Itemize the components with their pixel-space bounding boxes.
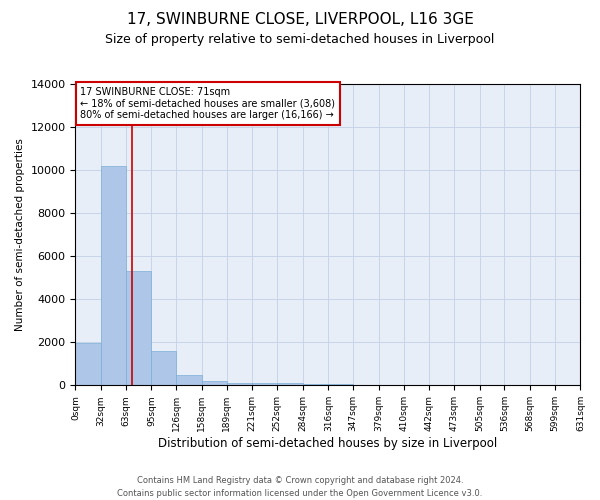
Bar	[303, 384, 328, 386]
Bar	[151, 351, 176, 386]
Bar	[126, 272, 151, 386]
Bar	[176, 374, 202, 386]
Y-axis label: Number of semi-detached properties: Number of semi-detached properties	[15, 138, 25, 331]
X-axis label: Distribution of semi-detached houses by size in Liverpool: Distribution of semi-detached houses by …	[158, 437, 497, 450]
Text: Contains HM Land Registry data © Crown copyright and database right 2024.
Contai: Contains HM Land Registry data © Crown c…	[118, 476, 482, 498]
Bar	[227, 383, 253, 386]
Bar	[277, 384, 303, 386]
Bar	[101, 166, 126, 386]
Bar	[76, 342, 101, 386]
Text: 17, SWINBURNE CLOSE, LIVERPOOL, L16 3GE: 17, SWINBURNE CLOSE, LIVERPOOL, L16 3GE	[127, 12, 473, 28]
Bar	[253, 384, 277, 386]
Text: Size of property relative to semi-detached houses in Liverpool: Size of property relative to semi-detach…	[106, 32, 494, 46]
Text: 17 SWINBURNE CLOSE: 71sqm
← 18% of semi-detached houses are smaller (3,608)
80% : 17 SWINBURNE CLOSE: 71sqm ← 18% of semi-…	[80, 87, 335, 120]
Bar	[328, 384, 353, 386]
Bar	[202, 380, 227, 386]
